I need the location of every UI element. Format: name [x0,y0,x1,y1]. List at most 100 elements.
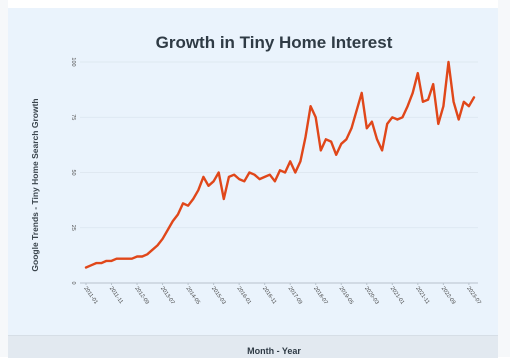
data-point [264,176,266,178]
data-point [473,96,475,98]
data-point [366,127,368,129]
x-tick-label: 2012-09 [133,286,149,306]
data-point [192,198,194,200]
data-point [376,138,378,140]
x-tick-label: 2014-05 [184,286,200,306]
data-point [110,260,113,262]
left-margin [0,0,8,357]
data-point [294,171,296,174]
data-point [253,174,256,176]
y-tick-label: 25 [70,225,76,231]
data-point [304,136,307,138]
data-point [202,176,204,178]
data-point [453,101,455,103]
data-point [90,264,92,266]
x-tick-label: 2017-09 [287,286,303,306]
data-point [228,176,230,178]
data-point [95,262,97,264]
data-point [432,83,434,85]
data-point [442,105,444,107]
x-tick-label: 2018-07 [312,286,328,306]
x-tick-label: 2019-05 [338,286,354,306]
data-point [412,92,414,94]
y-tick-labels: 0 25 50 75 100 [70,57,76,284]
data-point [197,189,199,191]
data-point [126,258,128,260]
data-point [151,249,153,251]
series [84,60,476,269]
x-tick-label: 2020-03 [363,286,379,306]
data-point [233,174,235,176]
data-point [345,138,347,140]
data-point [350,127,353,129]
data-point [463,101,465,103]
data-point [422,101,424,103]
data-point [131,258,133,260]
data-point [259,178,261,180]
data-point [447,61,450,63]
data-point [371,121,373,123]
y-tick-label: 0 [70,281,76,284]
x-tick-label: 2021-01 [389,286,405,306]
x-tick-label: 2016-11 [261,286,277,306]
chart-panel-footer [8,335,498,358]
data-point [340,143,342,145]
data-point [381,149,383,151]
x-tick-label: 2022-09 [440,286,456,306]
data-point [248,171,250,174]
data-point [299,160,301,162]
data-point [238,178,240,180]
data-point [458,118,460,121]
data-point [105,260,107,262]
x-tick-label: 2023-07 [465,286,481,306]
data-point [396,118,398,121]
data-point [177,213,179,216]
data-point [136,255,138,258]
data-point [330,141,332,143]
data-point [162,238,164,240]
data-point [146,253,148,255]
chart-title: Growth in Tiny Home Interest [156,33,393,52]
y-tick-label: 100 [70,57,76,66]
data-point [100,262,102,264]
data-point [223,198,225,200]
data-point [356,110,358,112]
data-point [468,105,470,107]
data-point [335,154,337,156]
data-point [274,180,276,182]
data-point [310,105,312,107]
data-point [401,116,404,118]
data-point [361,92,363,94]
data-point [407,105,409,107]
data-point [141,255,143,258]
x-tick-label: 2021-11 [414,286,430,306]
right-margin [498,0,510,357]
x-tick-label: 2011-01 [82,286,98,306]
data-point [427,99,429,101]
y-tick-label: 75 [70,114,76,120]
data-point [315,116,317,118]
x-tick-label: 2013-07 [159,286,175,306]
data-point [437,123,439,125]
x-tick-label: 2015-03 [210,286,226,306]
data-point [167,229,169,231]
data-point [218,171,220,174]
data-point [213,180,215,182]
data-point [320,149,322,151]
data-point [391,116,393,118]
data-point [187,205,189,207]
data-point [121,258,123,260]
data-point [85,266,87,269]
data-point [325,138,327,140]
data-point [269,174,271,176]
data-point [116,258,118,260]
x-tick-label: 2016-01 [236,286,252,306]
series-line-0 [84,60,476,269]
data-point [172,220,174,222]
data-point [289,160,291,162]
data-point [156,244,159,246]
data-point [284,171,286,174]
y-axis-label: Google Trends - Tiny Home Search Growth [30,98,40,271]
